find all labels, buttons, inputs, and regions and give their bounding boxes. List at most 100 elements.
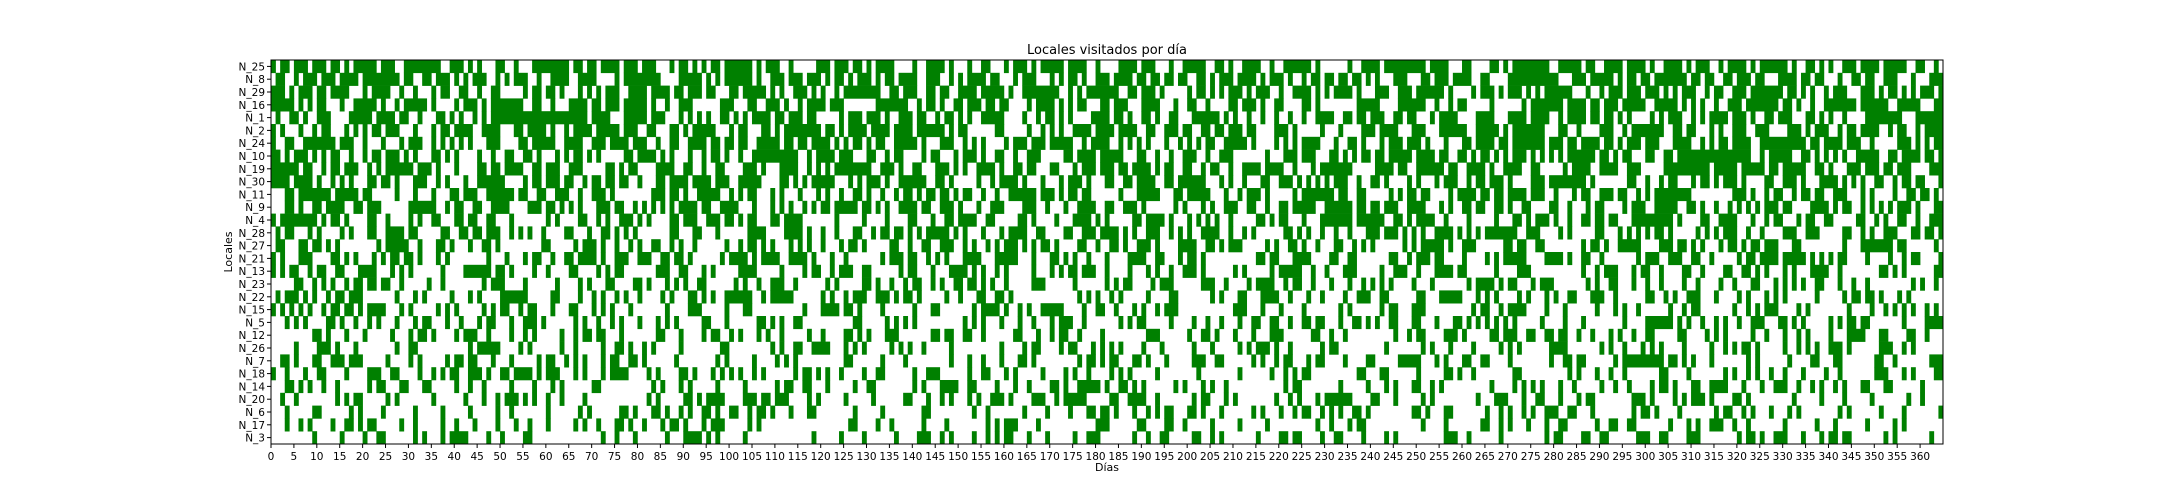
heatmap-cell-visited xyxy=(1269,213,1275,227)
heatmap-cell-visited xyxy=(1933,136,1944,150)
heatmap-cell-visited xyxy=(921,418,927,432)
heatmap-cell-visited xyxy=(417,354,423,368)
heatmap-cell-visited xyxy=(522,149,533,163)
heatmap-cell-visited xyxy=(298,303,304,317)
heatmap-cell-visited xyxy=(1182,200,1188,214)
heatmap-cell-visited xyxy=(678,60,689,74)
heatmap-cell-visited xyxy=(816,367,821,381)
heatmap-cell-visited xyxy=(1123,175,1133,189)
heatmap-cell-visited xyxy=(1123,277,1133,291)
heatmap-cell-visited xyxy=(1700,264,1706,278)
heatmap-cell-visited xyxy=(1700,111,1706,125)
heatmap-cell-visited xyxy=(1255,213,1266,227)
heatmap-cell-visited xyxy=(1571,162,1591,176)
heatmap-cell-visited xyxy=(1741,239,1747,253)
heatmap-cell-visited xyxy=(1837,316,1843,330)
heatmap-cell-visited xyxy=(1333,239,1344,253)
heatmap-cell-visited xyxy=(445,252,450,266)
heatmap-cell-visited xyxy=(1200,277,1215,291)
heatmap-cell-visited xyxy=(687,149,693,163)
heatmap-cell-visited xyxy=(953,162,959,176)
heatmap-cell-visited xyxy=(1503,149,1509,163)
heatmap-cell-visited xyxy=(1480,85,1495,99)
heatmap-cell-visited xyxy=(1604,98,1619,112)
heatmap-cell-visited xyxy=(1755,72,1765,86)
heatmap-cell-visited xyxy=(1191,392,1197,406)
heatmap-cell-visited xyxy=(1700,213,1710,227)
heatmap-cell-visited xyxy=(1118,136,1124,150)
heatmap-cell-visited xyxy=(280,354,290,368)
heatmap-cell-visited xyxy=(1072,277,1078,291)
heatmap-cell-visited xyxy=(1658,111,1664,125)
heatmap-cell-visited xyxy=(573,354,579,368)
heatmap-cell-visited xyxy=(632,431,638,445)
heatmap-cell-visited xyxy=(312,328,322,342)
heatmap-cell-visited xyxy=(486,316,496,330)
heatmap-cell-visited xyxy=(280,252,286,266)
heatmap-cell-visited xyxy=(976,392,982,406)
heatmap-cell-visited xyxy=(1155,162,1160,176)
heatmap-cell-visited xyxy=(413,431,418,445)
heatmap-cell-visited xyxy=(1342,264,1357,278)
heatmap-cell-visited xyxy=(912,316,918,330)
heatmap-cell-visited xyxy=(825,72,831,86)
heatmap-cell-visited xyxy=(1549,149,1554,163)
heatmap-cell-visited xyxy=(642,200,647,214)
heatmap-cell-visited xyxy=(335,392,341,406)
heatmap-cell-visited xyxy=(1700,175,1710,189)
heatmap-cell-visited xyxy=(1063,200,1069,214)
heatmap-cell-visited xyxy=(1379,290,1390,304)
heatmap-cell-visited xyxy=(1713,200,1719,214)
heatmap-cell-visited xyxy=(1003,239,1018,253)
heatmap-cell-visited xyxy=(880,226,890,240)
heatmap-cell-visited xyxy=(1617,226,1623,240)
heatmap-cell-visited xyxy=(271,303,276,317)
heatmap-cell-visited xyxy=(628,418,634,432)
heatmap-cell-visited xyxy=(1347,303,1353,317)
heatmap-cell-visited xyxy=(1906,290,1912,304)
heatmap-cell-visited xyxy=(550,380,556,394)
heatmap-cell-visited xyxy=(1365,316,1371,330)
heatmap-cell-visited xyxy=(1800,316,1806,330)
heatmap-cell-visited xyxy=(710,290,716,304)
heatmap-cell-visited xyxy=(1718,124,1724,138)
x-tick-label: 70 xyxy=(585,451,598,463)
heatmap-cell-visited xyxy=(1782,98,1793,112)
heatmap-cell-visited xyxy=(1503,124,1509,138)
heatmap-cell-visited xyxy=(1411,226,1417,240)
heatmap-cell-visited xyxy=(678,367,689,381)
heatmap-cell-visited xyxy=(385,392,391,406)
heatmap-cell-visited xyxy=(1026,162,1037,176)
heatmap-cell-visited xyxy=(1626,85,1641,99)
heatmap-cell-visited xyxy=(1022,85,1060,99)
heatmap-cell-visited xyxy=(1539,149,1545,163)
heatmap-cell-visited xyxy=(1246,188,1261,202)
heatmap-cell-visited xyxy=(1407,175,1412,189)
heatmap-cell-visited xyxy=(1045,405,1051,419)
heatmap-cell-visited xyxy=(298,252,313,266)
heatmap-cell-visited xyxy=(376,431,386,445)
heatmap-cell-visited xyxy=(761,239,767,253)
heatmap-cell-visited xyxy=(852,226,863,240)
heatmap-cell-visited xyxy=(701,162,707,176)
heatmap-cell-visited xyxy=(1631,328,1637,342)
heatmap-cell-visited xyxy=(417,328,428,342)
heatmap-cell-visited xyxy=(1196,136,1202,150)
x-tick-label: 240 xyxy=(1360,451,1380,463)
heatmap-cell-visited xyxy=(724,290,753,304)
heatmap-cell-visited xyxy=(1365,226,1380,240)
heatmap-cell-visited xyxy=(1246,200,1257,214)
y-tick-label: N_7 xyxy=(245,356,265,368)
heatmap-cell-visited xyxy=(1640,264,1651,278)
heatmap-cell-visited xyxy=(729,85,739,99)
y-tick-label: N_21 xyxy=(239,253,265,265)
heatmap-cell-visited xyxy=(1255,252,1266,266)
heatmap-cell-visited xyxy=(399,277,405,291)
heatmap-cell-visited xyxy=(999,316,1005,330)
heatmap-cell-visited xyxy=(504,72,510,86)
heatmap-cell-visited xyxy=(275,72,286,86)
heatmap-cell-visited xyxy=(280,264,286,278)
heatmap-cell-visited xyxy=(1755,264,1761,278)
x-tick-label: 145 xyxy=(925,451,945,463)
heatmap-cell-visited xyxy=(408,264,414,278)
